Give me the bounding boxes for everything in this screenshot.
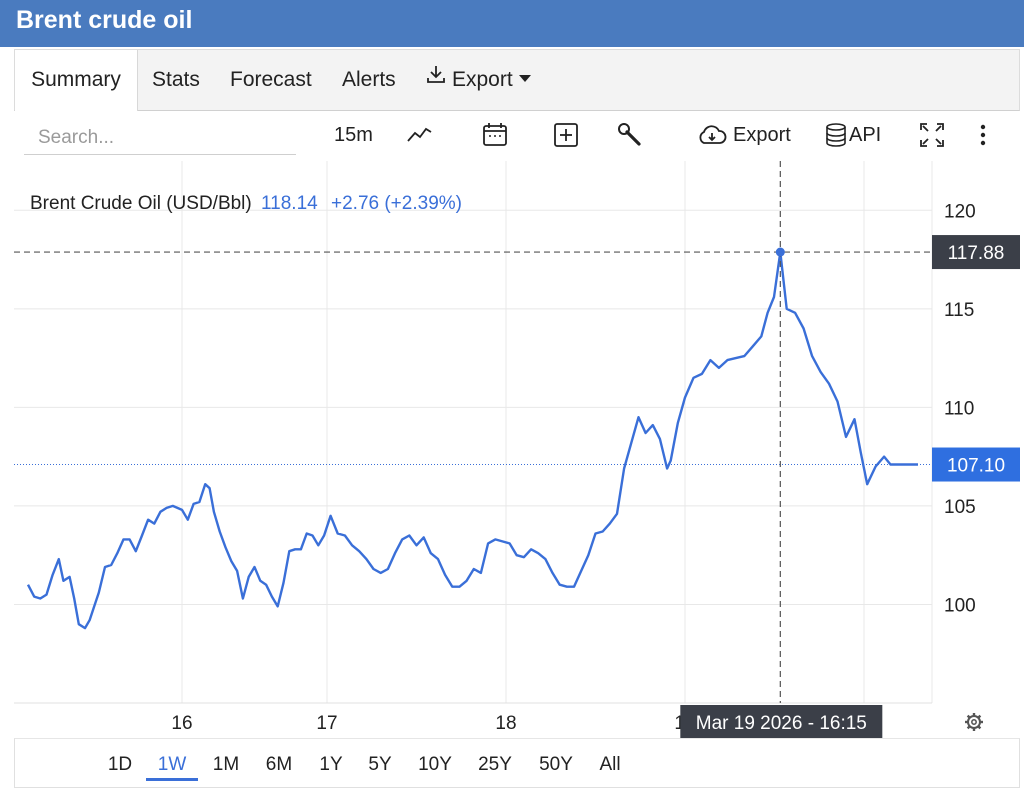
x-tick-label: 16 [171, 713, 192, 734]
add-indicator-icon[interactable] [550, 119, 582, 151]
range-5y[interactable]: 5Y [368, 754, 392, 775]
wrench-icon[interactable] [613, 119, 645, 151]
tab-stats-label: Stats [152, 68, 200, 91]
range-1d[interactable]: 1D [107, 754, 133, 775]
range-10y[interactable]: 10Y [418, 754, 452, 775]
tab-forecast[interactable]: Forecast [230, 50, 312, 110]
tab-summary-label: Summary [31, 68, 121, 91]
range-1y[interactable]: 1Y [319, 754, 343, 775]
last-price-label-bg [932, 447, 1020, 482]
more-vert-icon[interactable] [967, 119, 999, 151]
tab-bar: Summary Stats Forecast Alerts Export [14, 49, 1020, 111]
crosshair-x-label: Mar 19 2026 - 16:15 [696, 713, 867, 734]
title-bar: Brent crude oil [0, 0, 1024, 47]
chart-toolbar: 15m Export API [14, 111, 1020, 161]
export-button[interactable]: Export [733, 124, 791, 146]
tab-summary[interactable]: Summary [15, 50, 138, 111]
tab-export-label: Export [452, 68, 513, 91]
y-tick-label: 110 [944, 398, 974, 419]
y-tick-label: 105 [944, 497, 976, 518]
tab-alerts-label: Alerts [342, 68, 396, 91]
crosshair-point [775, 247, 785, 257]
range-50y[interactable]: 50Y [539, 754, 573, 775]
y-tick-label: 115 [944, 300, 974, 321]
tab-alerts[interactable]: Alerts [342, 50, 396, 110]
range-6m[interactable]: 6M [265, 754, 293, 775]
search-input[interactable] [24, 121, 296, 155]
crosshair-y-label-bg [932, 235, 1020, 270]
download-icon [426, 48, 446, 108]
interval-selector[interactable]: 15m [334, 124, 373, 146]
tab-stats[interactable]: Stats [152, 50, 200, 110]
x-tick-label: 18 [495, 713, 516, 734]
settings-gear-icon[interactable] [965, 713, 983, 731]
price-series-line [26, 250, 918, 630]
range-1w[interactable]: 1W [146, 749, 198, 781]
range-selector: 1D 1W 1M 6M 1Y 5Y 10Y 25Y 50Y All [14, 738, 1020, 788]
database-icon[interactable] [820, 119, 852, 151]
range-25y[interactable]: 25Y [478, 754, 512, 775]
api-button[interactable]: API [849, 124, 882, 146]
y-tick-label: 100 [944, 595, 976, 616]
tab-export[interactable]: Export [426, 50, 531, 110]
crosshair-x-label-bg [680, 705, 883, 739]
legend-change: +2.76 (+2.39%) [331, 193, 462, 214]
range-1m[interactable]: 1M [212, 754, 240, 775]
chevron-down-icon [518, 75, 531, 83]
chart-legend: Brent Crude Oil (USD/Bbl) 118.14 +2.76 (… [30, 193, 462, 215]
fullscreen-icon[interactable] [916, 119, 948, 151]
tab-forecast-label: Forecast [230, 68, 312, 91]
line-chart-icon[interactable] [404, 119, 436, 151]
legend-series-name: Brent Crude Oil (USD/Bbl) [30, 193, 252, 214]
calendar-icon[interactable] [479, 119, 511, 151]
cloud-download-icon[interactable] [696, 119, 728, 151]
y-tick-label: 120 [944, 201, 976, 222]
x-tick-label: 17 [316, 713, 337, 734]
page-title: Brent crude oil [16, 6, 193, 34]
legend-value: 118.14 [261, 193, 318, 214]
range-all[interactable]: All [599, 754, 621, 775]
crosshair-y-label: 117.88 [948, 243, 1005, 264]
last-price-label: 107.10 [947, 456, 1005, 477]
